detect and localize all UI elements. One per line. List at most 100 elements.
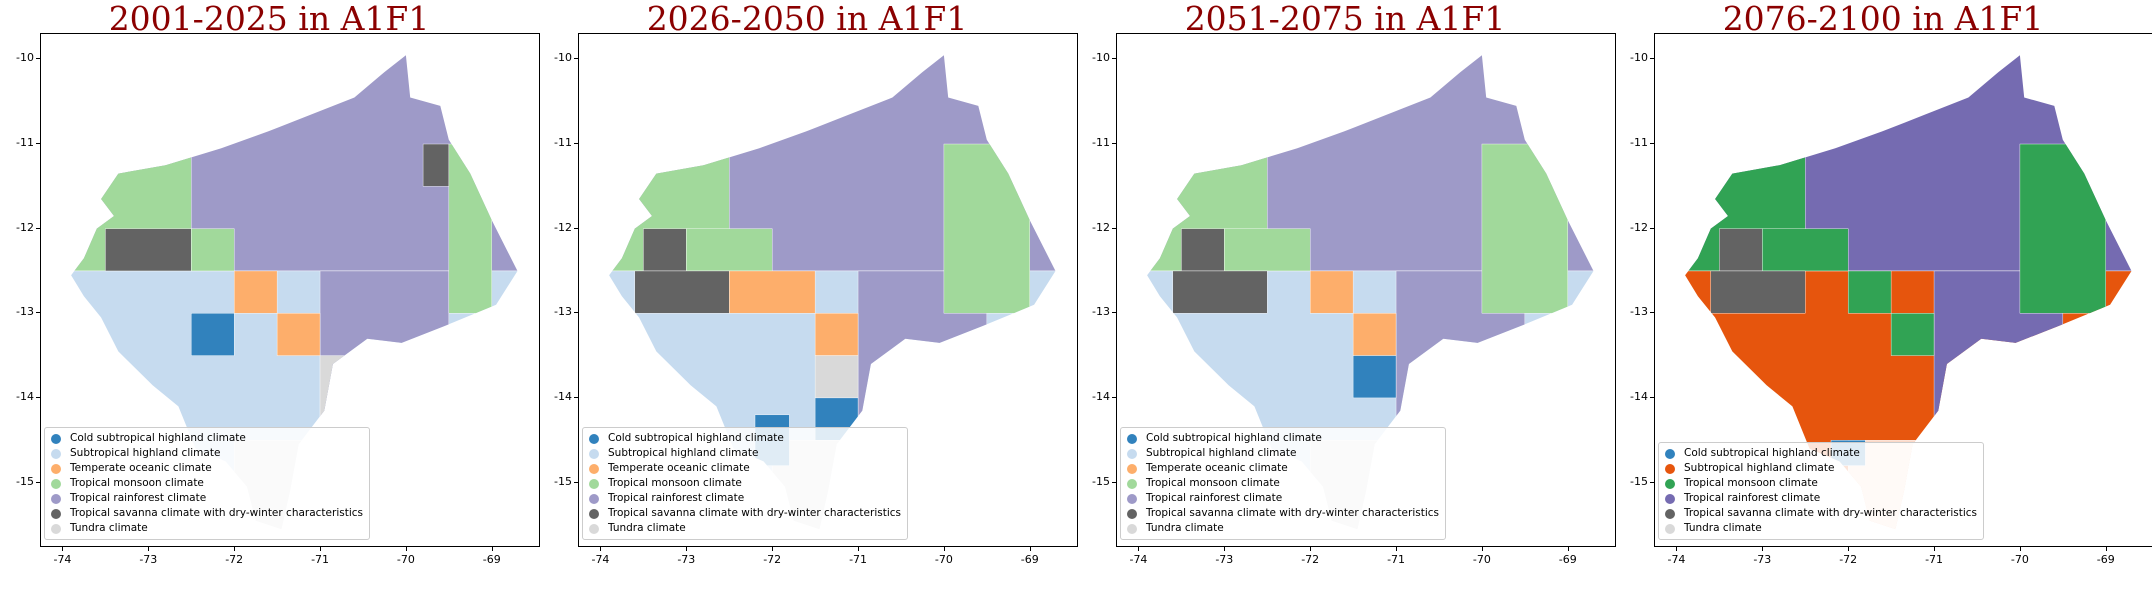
legend-label: Tropical savanna climate with dry-winter… — [1146, 507, 1439, 519]
panel-title: 2001-2025 in A1F1 — [108, 0, 430, 38]
climate-cell — [1172, 270, 1268, 314]
x-tick-label: -71 — [1387, 553, 1406, 566]
x-tick-label: -71 — [311, 553, 330, 566]
climate-cell — [1710, 270, 1806, 314]
x-tick-mark — [320, 547, 322, 551]
legend: Cold subtropical highland climate Subtrop… — [582, 427, 908, 540]
climate-cell — [1181, 228, 1225, 272]
climate-cell — [1719, 228, 1763, 272]
legend-item: Tropical savanna climate with dry-winter… — [589, 506, 901, 521]
climate-cell — [1309, 270, 1354, 314]
x-tick-label: -74 — [1667, 553, 1686, 566]
x-tick-label: -69 — [2096, 553, 2115, 566]
legend-marker — [589, 508, 599, 519]
y-tick-mark — [1112, 143, 1116, 145]
x-tick-mark — [1676, 547, 1678, 551]
climate-cell — [233, 270, 278, 314]
y-tick-mark — [36, 312, 40, 314]
legend-marker — [589, 433, 599, 444]
y-tick-mark — [574, 481, 578, 483]
climate-cell — [814, 313, 859, 356]
legend-marker — [1127, 448, 1137, 459]
y-tick-mark — [1650, 58, 1654, 60]
climate-cell — [276, 313, 321, 356]
legend-marker — [1127, 508, 1137, 519]
legend-label: Temperate oceanic climate — [608, 462, 750, 474]
y-tick-mark — [574, 143, 578, 145]
legend-item: Tropical savanna climate with dry-winter… — [1127, 506, 1439, 521]
legend-label: Cold subtropical highland climate — [70, 432, 246, 444]
y-tick-mark — [574, 396, 578, 398]
x-tick-mark — [234, 547, 236, 551]
map-panel: 2026-2050 in A1F1 -10 -11 -12 -13 -14 -15 -74 -7… — [538, 0, 1078, 591]
climate-cell — [1352, 313, 1397, 356]
legend-marker — [1127, 433, 1137, 444]
x-tick-mark — [686, 547, 688, 551]
x-tick-mark — [1848, 547, 1850, 551]
y-tick-mark — [1112, 58, 1116, 60]
y-tick-mark — [36, 143, 40, 145]
legend-item: Tundra climate — [1665, 521, 1977, 536]
legend-label: Temperate oceanic climate — [70, 462, 212, 474]
legend-label: Subtropical highland climate — [70, 447, 221, 459]
x-tick-label: -73 — [139, 553, 158, 566]
y-tick-mark — [1650, 143, 1654, 145]
x-tick-label: -70 — [2010, 553, 2029, 566]
legend-item: Tropical rainforest climate — [589, 491, 901, 506]
climate-cell — [422, 143, 450, 187]
legend-label: Tropical monsoon climate — [1146, 477, 1280, 489]
y-tick-label: -11 — [16, 136, 34, 150]
climate-cell — [643, 228, 687, 272]
legend-label: Tundra climate — [1684, 522, 1762, 534]
y-tick-label: -12 — [16, 220, 34, 234]
x-tick-mark — [1310, 547, 1312, 551]
climate-cell — [2019, 143, 2106, 314]
y-tick-label: -15 — [554, 474, 572, 488]
y-tick-mark — [36, 396, 40, 398]
y-tick-mark — [36, 58, 40, 60]
legend-marker — [1665, 478, 1675, 489]
legend-label: Tropical savanna climate with dry-winter… — [70, 507, 363, 519]
climate-cell — [1762, 228, 1849, 272]
x-tick-mark — [943, 547, 945, 551]
panel-title: 2076-2100 in A1F1 — [1722, 0, 2044, 38]
map-panel: 2001-2025 in A1F1 -10 -11 -12 -13 -14 -15 -74 -7… — [0, 0, 540, 591]
y-tick-label: -12 — [1630, 220, 1648, 234]
map-panel: 2076-2100 in A1F1 -10 -11 -12 -13 -14 -15 -74 -7… — [1614, 0, 2152, 591]
legend-item: Tropical monsoon climate — [1665, 476, 1977, 491]
y-tick-label: -10 — [1630, 51, 1648, 65]
legend: Cold subtropical highland climate Subtrop… — [1120, 427, 1446, 540]
legend-marker — [51, 433, 61, 444]
legend-marker — [51, 448, 61, 459]
x-tick-label: -72 — [1301, 553, 1320, 566]
legend-item: Subtropical highland climate — [51, 446, 363, 461]
y-tick-label: -15 — [1092, 474, 1110, 488]
legend-marker — [589, 448, 599, 459]
x-tick-mark — [2019, 547, 2021, 551]
y-tick-mark — [1112, 481, 1116, 483]
y-tick-label: -15 — [16, 474, 34, 488]
y-tick-label: -13 — [16, 305, 34, 319]
x-tick-label: -73 — [677, 553, 696, 566]
x-tick-label: -73 — [1215, 553, 1234, 566]
legend-item: Tropical monsoon climate — [1127, 476, 1439, 491]
legend-item: Cold subtropical highland climate — [51, 431, 363, 446]
x-tick-mark — [600, 547, 602, 551]
climate-cell — [105, 228, 192, 272]
climate-cell — [943, 143, 1030, 314]
climate-cell — [1224, 228, 1311, 272]
y-tick-label: -12 — [554, 220, 572, 234]
x-tick-mark — [1029, 547, 1031, 551]
y-tick-mark — [1112, 396, 1116, 398]
climate-cell — [448, 143, 492, 314]
y-tick-mark — [36, 481, 40, 483]
legend-item: Tropical monsoon climate — [51, 476, 363, 491]
legend-label: Tropical rainforest climate — [1146, 492, 1283, 504]
legend-label: Tropical monsoon climate — [70, 477, 204, 489]
x-tick-mark — [772, 547, 774, 551]
legend-item: Tropical rainforest climate — [51, 491, 363, 506]
climate-cell — [1847, 270, 1892, 314]
x-tick-label: -69 — [482, 553, 501, 566]
climate-cell — [1890, 313, 1935, 356]
legend-label: Tropical savanna climate with dry-winter… — [1684, 507, 1977, 519]
